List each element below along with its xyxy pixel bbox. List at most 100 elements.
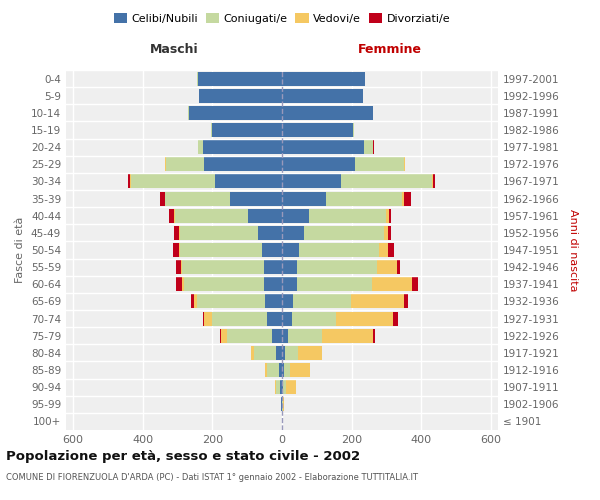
Bar <box>165 158 166 172</box>
Bar <box>215 174 282 188</box>
Bar <box>197 294 265 308</box>
Bar <box>265 363 268 377</box>
Bar <box>298 346 322 360</box>
Bar <box>288 328 322 342</box>
Bar <box>227 328 272 342</box>
Bar <box>176 260 181 274</box>
Bar <box>282 226 304 240</box>
Bar <box>282 278 296 291</box>
Bar <box>372 278 412 291</box>
Bar <box>282 328 288 342</box>
Bar <box>355 158 404 172</box>
Bar <box>282 192 326 205</box>
Bar <box>377 260 397 274</box>
Bar <box>276 380 280 394</box>
Bar <box>254 346 276 360</box>
Bar <box>388 243 394 257</box>
Bar <box>282 158 355 172</box>
Bar <box>432 174 433 188</box>
Bar <box>220 328 221 342</box>
Bar <box>165 192 230 205</box>
Bar <box>353 123 355 137</box>
Bar <box>282 346 285 360</box>
Bar <box>184 278 264 291</box>
Bar <box>404 294 408 308</box>
Bar <box>389 208 391 222</box>
Bar <box>203 312 204 326</box>
Bar <box>221 328 227 342</box>
Bar <box>335 312 394 326</box>
Bar <box>283 398 284 411</box>
Bar <box>282 106 373 120</box>
Bar <box>384 226 388 240</box>
Bar <box>280 380 282 394</box>
Bar <box>272 328 282 342</box>
Bar <box>169 208 175 222</box>
Bar <box>188 106 282 120</box>
Bar <box>191 294 194 308</box>
Text: Maschi: Maschi <box>149 42 199 56</box>
Bar <box>293 294 352 308</box>
Bar <box>230 192 282 205</box>
Bar <box>404 192 410 205</box>
Bar <box>282 88 363 102</box>
Bar <box>352 294 404 308</box>
Bar <box>412 278 418 291</box>
Bar <box>296 278 372 291</box>
Bar <box>194 294 197 308</box>
Bar <box>251 346 254 360</box>
Bar <box>248 208 282 222</box>
Bar <box>297 260 377 274</box>
Bar <box>283 380 286 394</box>
Bar <box>199 140 203 154</box>
Text: Femmine: Femmine <box>358 42 422 56</box>
Bar <box>128 174 130 188</box>
Bar <box>282 363 284 377</box>
Bar <box>130 174 131 188</box>
Bar <box>264 278 282 291</box>
Bar <box>203 140 282 154</box>
Bar <box>276 346 282 360</box>
Text: COMUNE DI FIORENZUOLA D'ARDA (PC) - Dati ISTAT 1° gennaio 2002 - Elaborazione TU: COMUNE DI FIORENZUOLA D'ARDA (PC) - Dati… <box>6 472 418 482</box>
Bar <box>166 158 203 172</box>
Bar <box>286 380 296 394</box>
Bar <box>281 398 282 411</box>
Bar <box>262 243 282 257</box>
Bar <box>292 312 335 326</box>
Bar <box>282 140 364 154</box>
Bar <box>282 123 353 137</box>
Bar <box>212 123 282 137</box>
Bar <box>404 158 406 172</box>
Bar <box>402 192 404 205</box>
Bar <box>182 260 264 274</box>
Bar <box>282 174 341 188</box>
Bar <box>211 123 212 137</box>
Bar <box>182 278 184 291</box>
Bar <box>282 380 283 394</box>
Bar <box>282 312 292 326</box>
Bar <box>160 192 164 205</box>
Bar <box>179 243 262 257</box>
Bar <box>199 88 282 102</box>
Bar <box>173 243 179 257</box>
Bar <box>326 192 402 205</box>
Bar <box>379 243 388 257</box>
Bar <box>131 174 215 188</box>
Bar <box>179 226 259 240</box>
Bar <box>268 363 278 377</box>
Bar <box>175 226 179 240</box>
Bar <box>203 158 282 172</box>
Bar <box>388 226 391 240</box>
Bar <box>309 208 386 222</box>
Bar <box>433 174 435 188</box>
Bar <box>364 140 373 154</box>
Text: Popolazione per età, sesso e stato civile - 2002: Popolazione per età, sesso e stato civil… <box>6 450 360 463</box>
Bar <box>386 208 389 222</box>
Y-axis label: Anni di nascita: Anni di nascita <box>568 209 578 291</box>
Bar <box>290 363 310 377</box>
Bar <box>322 328 373 342</box>
Bar <box>282 294 293 308</box>
Bar <box>284 363 290 377</box>
Bar <box>341 174 432 188</box>
Bar <box>282 260 297 274</box>
